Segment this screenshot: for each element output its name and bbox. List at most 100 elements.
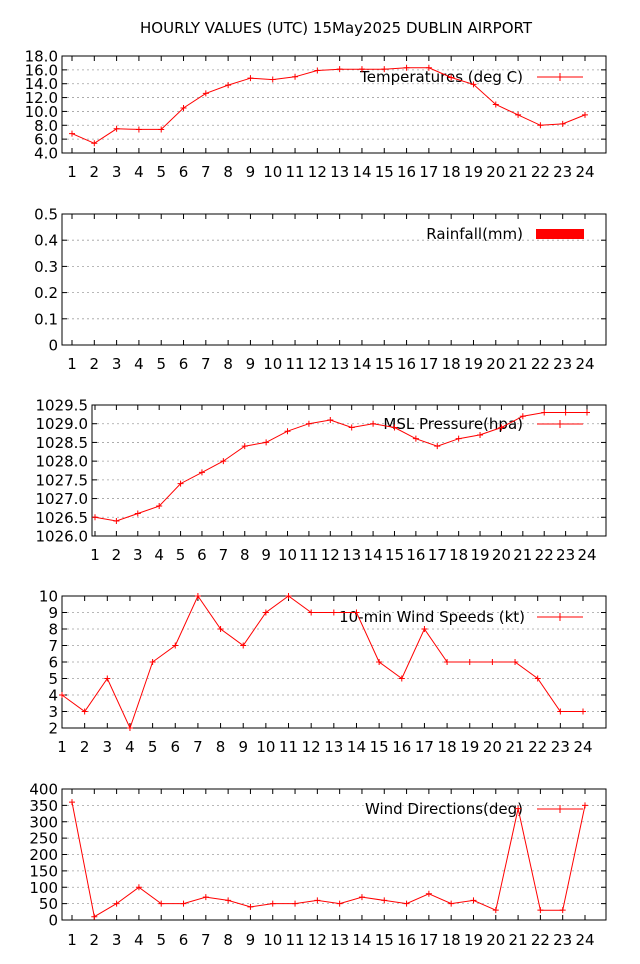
data-point <box>403 900 410 907</box>
y-tick-label: 16.0 <box>25 61 58 79</box>
x-tick-label: 7 <box>201 355 211 373</box>
y-tick-label: 0.1 <box>34 310 58 328</box>
data-point <box>135 884 142 891</box>
data-point <box>492 101 499 108</box>
data-point <box>330 609 337 616</box>
data-point <box>541 409 548 416</box>
y-tick-label: 6.0 <box>34 131 58 149</box>
x-tick-label: 5 <box>156 931 166 949</box>
plot-frame <box>91 404 607 537</box>
data-point <box>434 443 441 450</box>
data-point <box>113 125 120 132</box>
x-tick-label: 12 <box>302 738 321 756</box>
data-point <box>582 111 588 118</box>
x-tick-label: 22 <box>528 738 547 756</box>
x-tick-label: 5 <box>148 738 158 756</box>
data-point <box>81 708 88 715</box>
x-tick-label: 5 <box>176 546 186 564</box>
data-point <box>91 140 98 147</box>
data-point <box>69 799 75 806</box>
x-tick-label: 4 <box>125 738 135 756</box>
data-point <box>537 122 544 129</box>
y-tick-label: 100 <box>29 879 58 897</box>
y-tick-label: 7 <box>48 637 58 655</box>
x-tick-label: 10 <box>263 355 282 373</box>
y-tick-label: 350 <box>29 797 58 815</box>
x-tick-label: 18 <box>442 931 461 949</box>
legend-label: Wind Directions(deg) <box>365 800 523 818</box>
data-point <box>240 642 247 649</box>
x-tick-label: 9 <box>261 546 271 564</box>
y-tick-label: 0.3 <box>34 258 58 276</box>
data-point <box>126 725 133 731</box>
plot-frame <box>61 788 607 921</box>
data-point <box>358 66 365 73</box>
x-tick-label: 12 <box>308 931 327 949</box>
legend: Rainfall(mm) <box>426 225 584 243</box>
x-tick-label: 9 <box>246 931 256 949</box>
x-tick-label: 16 <box>397 931 416 949</box>
data-point <box>512 659 519 665</box>
y-tick-label: 400 <box>29 781 58 799</box>
y-tick-label: 9 <box>48 604 58 622</box>
y-tick-label: 150 <box>29 862 58 880</box>
x-tick-label: 14 <box>352 163 371 181</box>
data-point <box>177 480 184 487</box>
legend-label: Temperatures (deg C) <box>359 68 523 86</box>
x-tick-label: 23 <box>553 931 572 949</box>
x-tick-label: 9 <box>238 738 248 756</box>
data-point <box>225 897 232 904</box>
y-tick-label: 200 <box>29 846 58 864</box>
y-tick-label: 2 <box>48 720 58 738</box>
x-tick-label: 8 <box>216 738 226 756</box>
legend-marker <box>556 420 564 428</box>
x-tick-label: 19 <box>460 738 479 756</box>
data-point <box>158 900 165 907</box>
x-tick-label: 14 <box>364 546 383 564</box>
data-point <box>69 130 75 137</box>
x-tick-label: 3 <box>133 546 143 564</box>
x-tick-label: 23 <box>553 163 572 181</box>
x-tick-label: 15 <box>375 931 394 949</box>
plot-frame <box>61 213 607 346</box>
data-point <box>515 111 522 118</box>
x-tick-label: 6 <box>179 163 189 181</box>
data-point <box>198 469 205 476</box>
data-point <box>492 907 499 914</box>
y-tick-label: 1026.0 <box>36 528 89 546</box>
x-tick-label: 13 <box>342 546 361 564</box>
x-tick-label: 5 <box>156 163 166 181</box>
y-tick-label: 8 <box>48 621 58 639</box>
x-tick-label: 9 <box>246 355 256 373</box>
x-tick-label: 1 <box>67 931 77 949</box>
y-tick-label: 12.0 <box>25 89 58 107</box>
y-tick-label: 250 <box>29 830 58 848</box>
data-point <box>284 428 291 435</box>
data-point <box>515 805 522 812</box>
x-tick-label: 6 <box>179 931 189 949</box>
data-point <box>217 626 224 632</box>
x-tick-label: 20 <box>486 931 505 949</box>
data-point <box>285 593 292 599</box>
data-point <box>580 708 586 715</box>
x-tick-label: 17 <box>419 355 438 373</box>
data-point <box>381 66 388 73</box>
data-point <box>582 802 588 809</box>
data-point <box>398 675 405 682</box>
x-tick-label: 19 <box>464 931 483 949</box>
x-tick-label: 16 <box>406 546 425 564</box>
x-tick-label: 12 <box>308 355 327 373</box>
y-tick-label: 10.0 <box>25 103 58 121</box>
data-point <box>269 900 276 907</box>
data-point <box>403 64 410 71</box>
x-tick-label: 20 <box>492 546 511 564</box>
x-tick-label: 2 <box>90 931 100 949</box>
x-tick-label: 20 <box>483 738 502 756</box>
y-tick-label: 50 <box>39 895 58 913</box>
data-point <box>412 435 419 442</box>
data-point <box>135 126 142 133</box>
data-point <box>113 900 120 907</box>
data-point <box>180 104 187 111</box>
